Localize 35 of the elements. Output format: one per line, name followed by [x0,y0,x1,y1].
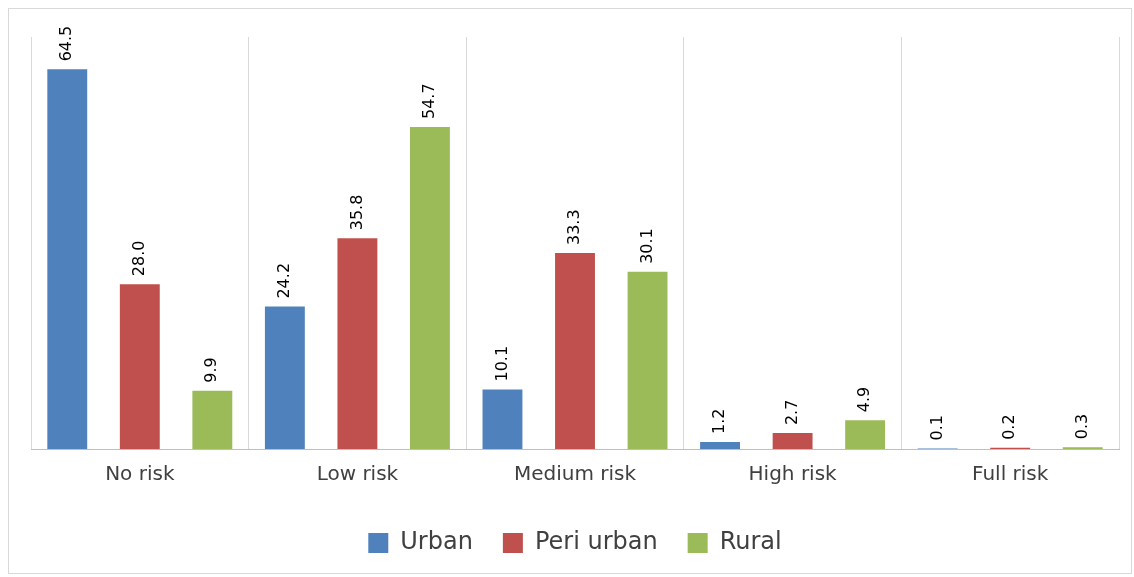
data-label: 33.3 [564,209,584,246]
bar [337,238,378,449]
bar [845,420,886,449]
bar [555,253,595,449]
bar [409,127,450,449]
data-label: 4.9 [854,386,874,413]
bar [47,69,88,449]
x-tick-label: No risk [105,461,175,486]
data-label: 24.2 [274,262,294,299]
x-tick-label: Full risk [972,461,1049,486]
data-label: 54.7 [419,83,439,120]
data-label: 64.5 [56,25,76,62]
data-label: 0.3 [1071,413,1091,440]
data-label: 1.2 [709,408,729,434]
bar [119,284,160,449]
data-label: 35.8 [346,194,366,231]
data-label: 2.7 [781,399,801,426]
legend-label: Urban [400,527,473,556]
data-label: 0.2 [999,414,1019,440]
x-tick-label: Low risk [316,461,399,486]
legend-label: Rural [719,527,782,556]
bar [772,433,813,449]
bar [264,306,305,449]
data-label: 9.9 [201,357,221,383]
bar [627,271,668,449]
data-label: 10.1 [491,345,511,382]
bar [482,389,523,449]
legend-label: Peri urban [534,527,658,556]
x-tick-label: High risk [748,461,838,486]
data-label: 28.0 [128,240,148,277]
data-label: 0.1 [926,414,946,441]
x-tick-label: Medium risk [513,461,637,486]
bar [700,441,741,449]
data-label: 30.1 [636,228,656,264]
bar [192,390,233,449]
